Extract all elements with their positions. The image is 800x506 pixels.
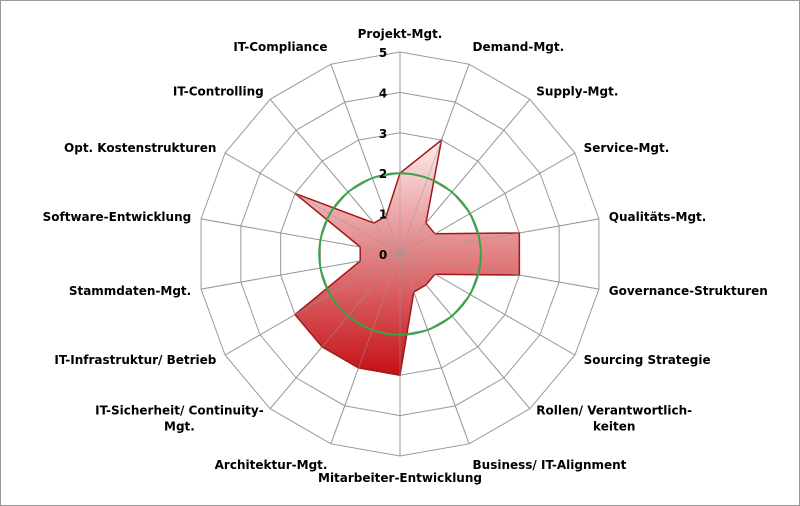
grid-spoke-overlay [399,253,600,290]
category-label: IT-Infrastruktur/ Betrieb [54,353,216,367]
grid-spoke-overlay [200,253,401,290]
grid-spokes-overlay [200,52,600,456]
category-label: Stammdaten-Mgt. [69,284,191,298]
series-area-main [293,138,521,377]
grid-spoke-overlay [399,218,600,255]
grid-spoke-overlay [330,64,401,255]
grid-spoke-overlay [200,218,401,255]
category-label: Sourcing Strategie [584,353,711,367]
axis-tick-label: 3 [379,127,387,141]
category-label: Demand-Mgt. [473,40,565,54]
category-label: Rollen/ Verantwortlich-keiten [536,403,692,433]
grid-spoke-overlay [399,64,470,255]
grid-spoke-overlay [269,99,401,255]
category-label: Business/ IT-Alignment [473,458,627,472]
category-label: Mitarbeiter-Entwicklung [318,471,482,485]
grid-spoke-overlay [399,253,531,409]
category-label: Governance-Strukturen [609,284,768,298]
category-label: IT-Compliance [233,40,327,54]
category-label: Service-Mgt. [584,141,670,155]
grid-spoke-overlay [399,152,576,255]
grid-spoke-overlay [399,253,576,356]
grid-spoke-overlay [399,253,470,444]
axis-tick-label: 1 [379,208,387,222]
category-label: Architektur-Mgt. [215,458,328,472]
axis-tick-label: 0 [379,248,387,262]
category-label: Qualitäts-Mgt. [609,210,707,224]
grid-spoke-overlay [224,152,401,255]
axis-tick-label: 2 [379,167,387,181]
grid-spoke-overlay [399,99,531,255]
grid-spoke-overlay [269,253,401,409]
category-label: IT-Controlling [173,85,264,99]
grid-spoke-overlay [224,253,401,356]
category-label: Projekt-Mgt. [358,27,443,41]
category-label: IT-Sicherheit/ Continuity-Mgt. [95,403,264,433]
axis-tick-label: 4 [379,86,387,100]
grid-spoke-overlay [330,253,401,444]
category-label: Opt. Kostenstrukturen [64,141,216,155]
series-line-reference [318,172,482,336]
axis-tick-label: 5 [379,46,387,60]
category-label: Software-Entwicklung [43,210,192,224]
category-label: Supply-Mgt. [536,85,618,99]
